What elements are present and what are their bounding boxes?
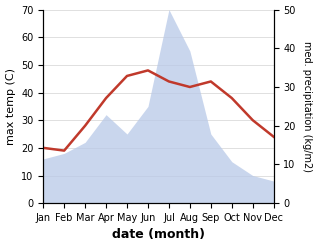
- X-axis label: date (month): date (month): [112, 228, 205, 242]
- Y-axis label: med. precipitation (kg/m2): med. precipitation (kg/m2): [302, 41, 313, 172]
- Y-axis label: max temp (C): max temp (C): [5, 68, 16, 145]
